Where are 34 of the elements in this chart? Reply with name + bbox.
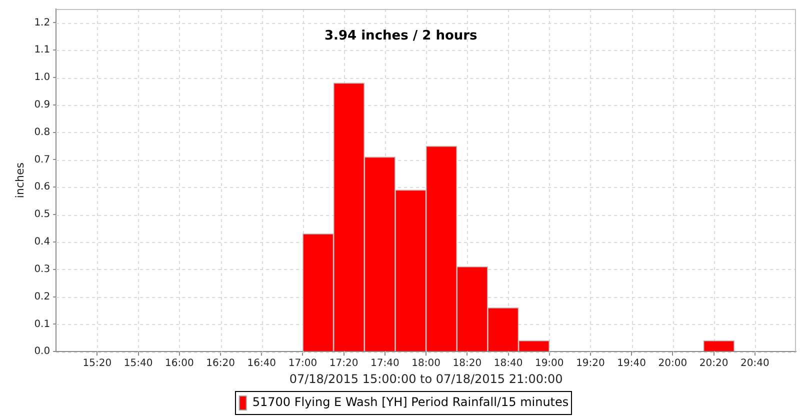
x-tick-label: 18:20 [452,358,482,370]
x-tick-label: 19:40 [617,358,646,370]
y-tick-label: 1.2 [34,17,50,28]
x-tick-label: 17:00 [288,358,318,370]
x-tick-label: 16:40 [247,358,276,370]
y-tick-label: 0.2 [34,291,50,302]
y-tick-label: 0.3 [34,264,50,275]
x-axis-title: 07/18/2015 15:00:00 to 07/18/2015 21:00:00 [289,372,563,386]
x-tick-label: 15:40 [124,358,153,370]
x-tick-label: 20:40 [740,358,770,370]
y-tick-label: 1.0 [34,72,50,84]
x-tick-label: 18:00 [412,358,440,370]
x-tick-label: 18:40 [494,358,523,370]
annotation: 3.94 inches / 2 hours [324,28,478,44]
x-tick-label: 19:20 [576,358,605,370]
y-tick-label: 1.1 [34,44,50,56]
y-tick-label: 0.0 [34,346,50,358]
y-tick-label: 0.4 [34,236,50,248]
x-tick-label: 15:20 [82,358,112,370]
x-tick-label: 16:20 [206,358,235,370]
y-tick-label: 0.9 [34,100,50,111]
y-tick-label: 0.8 [34,126,50,138]
y-tick-label: 0.6 [34,182,50,193]
y-axis-title: inches [13,162,26,198]
x-tick-label: 16:00 [165,358,194,370]
x-tick-label: 19:00 [534,358,564,370]
x-tick-label: 20:20 [699,358,728,370]
y-tick-label: 0.1 [34,318,50,330]
x-tick-label: 20:00 [658,358,688,370]
x-tick-label: 17:40 [370,358,400,370]
y-tick-label: 0.7 [34,154,50,166]
y-tick-label: 0.5 [34,209,50,220]
x-tick-label: 17:20 [329,358,358,370]
legend-label: 51700 Flying E Wash [YH] Period Rainfall/15 minutes [252,395,569,410]
